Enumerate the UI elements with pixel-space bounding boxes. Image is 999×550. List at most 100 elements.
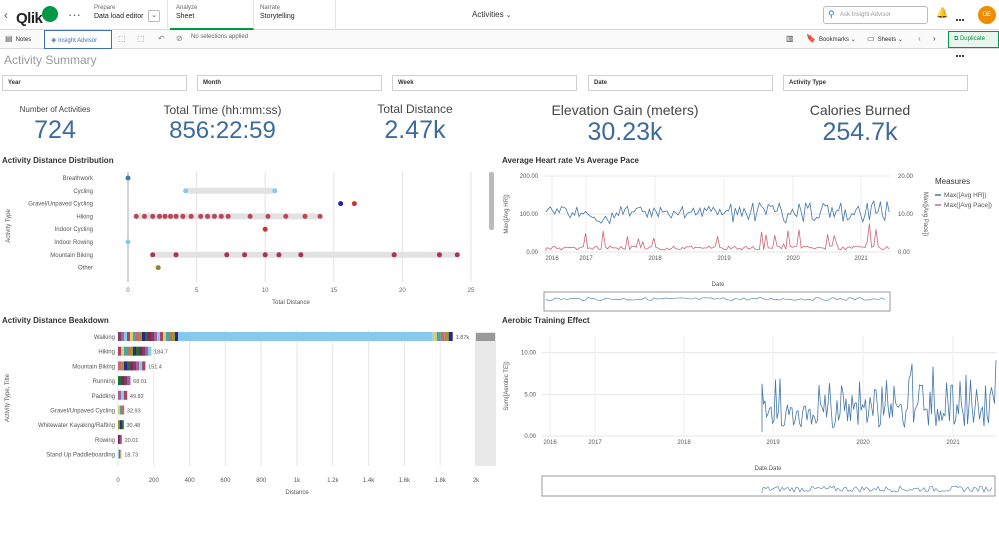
selections-tool-icon[interactable]: ⬚ [137,34,145,43]
clear-selections-icon[interactable]: ⊘ [176,34,183,43]
bar-segment [145,332,149,341]
kpi-value: 856:22:59 [169,117,276,144]
x-tick-label: 2019 [766,440,780,446]
data-label: 151.4 [148,364,162,370]
duplicate-button[interactable]: ⧉ Duplicate [948,31,999,48]
app-title-dropdown[interactable]: Activities ⌄ [472,10,512,19]
tab-analyze[interactable]: Analyze Sheet [170,0,254,30]
filter-activity-type[interactable]: Activity Type [783,75,968,91]
y-category-label: Gravel/Unpaved Cycling [28,202,93,208]
series-line-hr [545,200,890,225]
bar-segment [118,332,122,341]
y-left-tick: 200.00 [520,174,539,180]
step-back-icon[interactable]: ↶ [158,34,165,43]
kpi-label: Elevation Gain (meters) [551,102,699,118]
x-tick-label: 10 [262,288,269,294]
bar-segment [145,346,149,356]
filter-week[interactable]: Week [392,75,577,91]
bar-segment [169,332,173,341]
bookmarks-button[interactable]: 🔖 Bookmarks ⌄ [806,34,856,43]
kpi-number-of-activities: Number of Activities 724 [10,105,100,145]
data-point [141,213,147,219]
x-tick-label: 2016 [545,256,559,262]
insight-search-input[interactable]: ⚲ Ask Insight Advisor [823,6,928,24]
next-sheet-icon[interactable]: › [933,34,936,43]
distance-distribution-title: Activity Distance Distribution [2,156,114,165]
logo-q-icon [42,6,59,22]
legend-label: Max([Avg Pace]) [944,202,992,209]
top-navigation-bar: ‹ Qlik ··· Prepare Data load editor ⌄ An… [0,0,999,57]
bar-segment [142,332,146,341]
x-tick-label: 2k [473,478,480,484]
apps-grid-icon[interactable] [956,9,966,57]
data-point [150,252,156,258]
data-point [276,252,282,258]
aerobic-te-chart[interactable]: 10.00 5.00 0.00 2016 2017 2018 2019 2020 2021 Sum… [500,328,999,500]
data-point [125,239,131,245]
x-tick-label: 2020 [786,256,800,262]
qlik-logo[interactable]: Qlik [16,6,59,27]
data-point [211,213,217,219]
data-point [317,213,323,219]
prepare-dropdown-button[interactable]: ⌄ [148,10,160,22]
x-tick-label: 600 [220,478,231,484]
tab-narrate[interactable]: Narrate Storytelling [254,0,336,30]
filter-month[interactable]: Month [197,75,382,91]
bar-segment [139,361,143,371]
bar-segment [136,332,140,341]
data-point [133,213,139,219]
y-category-label: Cycling [73,189,93,195]
data-point [168,213,174,219]
show-assets-icon[interactable]: ▥ [786,34,794,43]
notifications-bell-icon[interactable]: 🔔 [936,8,949,19]
aerobic-te-title: Aerobic Training Effect [502,316,590,325]
data-point [198,213,204,219]
bar-segment [154,332,158,341]
bar-segment [121,420,124,430]
tab-prepare[interactable]: Prepare Data load editor [88,0,168,30]
filter-date[interactable]: Date [588,75,773,91]
distance-distribution-chart[interactable]: 0 5 10 15 20 25 Breathwork Cycling Gravel/Unpave… [0,168,496,310]
bar-segment [118,376,122,386]
mini-series-line [545,297,886,301]
y-category-label: Hiking [98,350,115,356]
data-label: 68.01 [133,379,147,385]
bar-segment [142,361,146,371]
legend-label: Max([Avg HR]) [944,192,987,199]
insight-advisor-button[interactable]: ◈ Insight Advisor [44,30,112,49]
back-chevron-icon[interactable]: ‹ [4,8,8,22]
insight-icon: ◈ [51,37,57,44]
bar-segment [127,376,131,386]
bar-segment [119,434,121,444]
user-avatar[interactable]: DE [978,6,996,24]
x-tick-label: 5 [195,288,199,294]
search-icon: ⚲ [828,9,835,19]
data-point [173,213,179,219]
bar-segment [130,361,134,371]
hr-vs-pace-chart[interactable]: 200.00 20.00 100.00 10.00 0.00 0.00 2016 2017 20… [500,168,999,313]
y-category-label: Mountain Biking [72,364,115,370]
data-point [205,213,211,219]
bookmarks-label: Bookmarks [818,37,849,43]
notes-button[interactable]: ▤ Notes [5,34,31,43]
bar-segment [436,332,441,341]
filter-year[interactable]: Year [2,75,187,91]
bar-segment [178,332,433,341]
sheets-button[interactable]: ▭ Sheets ⌄ [867,34,903,43]
bar-segment [119,405,123,415]
data-label: 20.01 [125,438,139,444]
bar-segment [118,361,122,371]
bar-segment [157,332,161,341]
x-tick-label: 1.4k [363,478,375,484]
more-menu-icon[interactable]: ··· [68,7,81,22]
data-point [218,213,224,219]
bar-segment [120,449,122,459]
x-tick-label: 1.8k [435,478,447,484]
previous-sheet-icon[interactable]: ‹ [918,34,921,43]
smart-search-icon[interactable]: ⬚ [118,34,126,43]
range-bar [152,251,458,258]
bar-segment [118,405,121,415]
x-tick-label: 2016 [543,440,557,446]
distance-breakdown-chart[interactable]: 0 200 400 600 800 1k 1.2k 1.4k 1.6k 1.8k 2k Walking… [0,328,498,498]
x-tick-label: 1k [294,478,301,484]
